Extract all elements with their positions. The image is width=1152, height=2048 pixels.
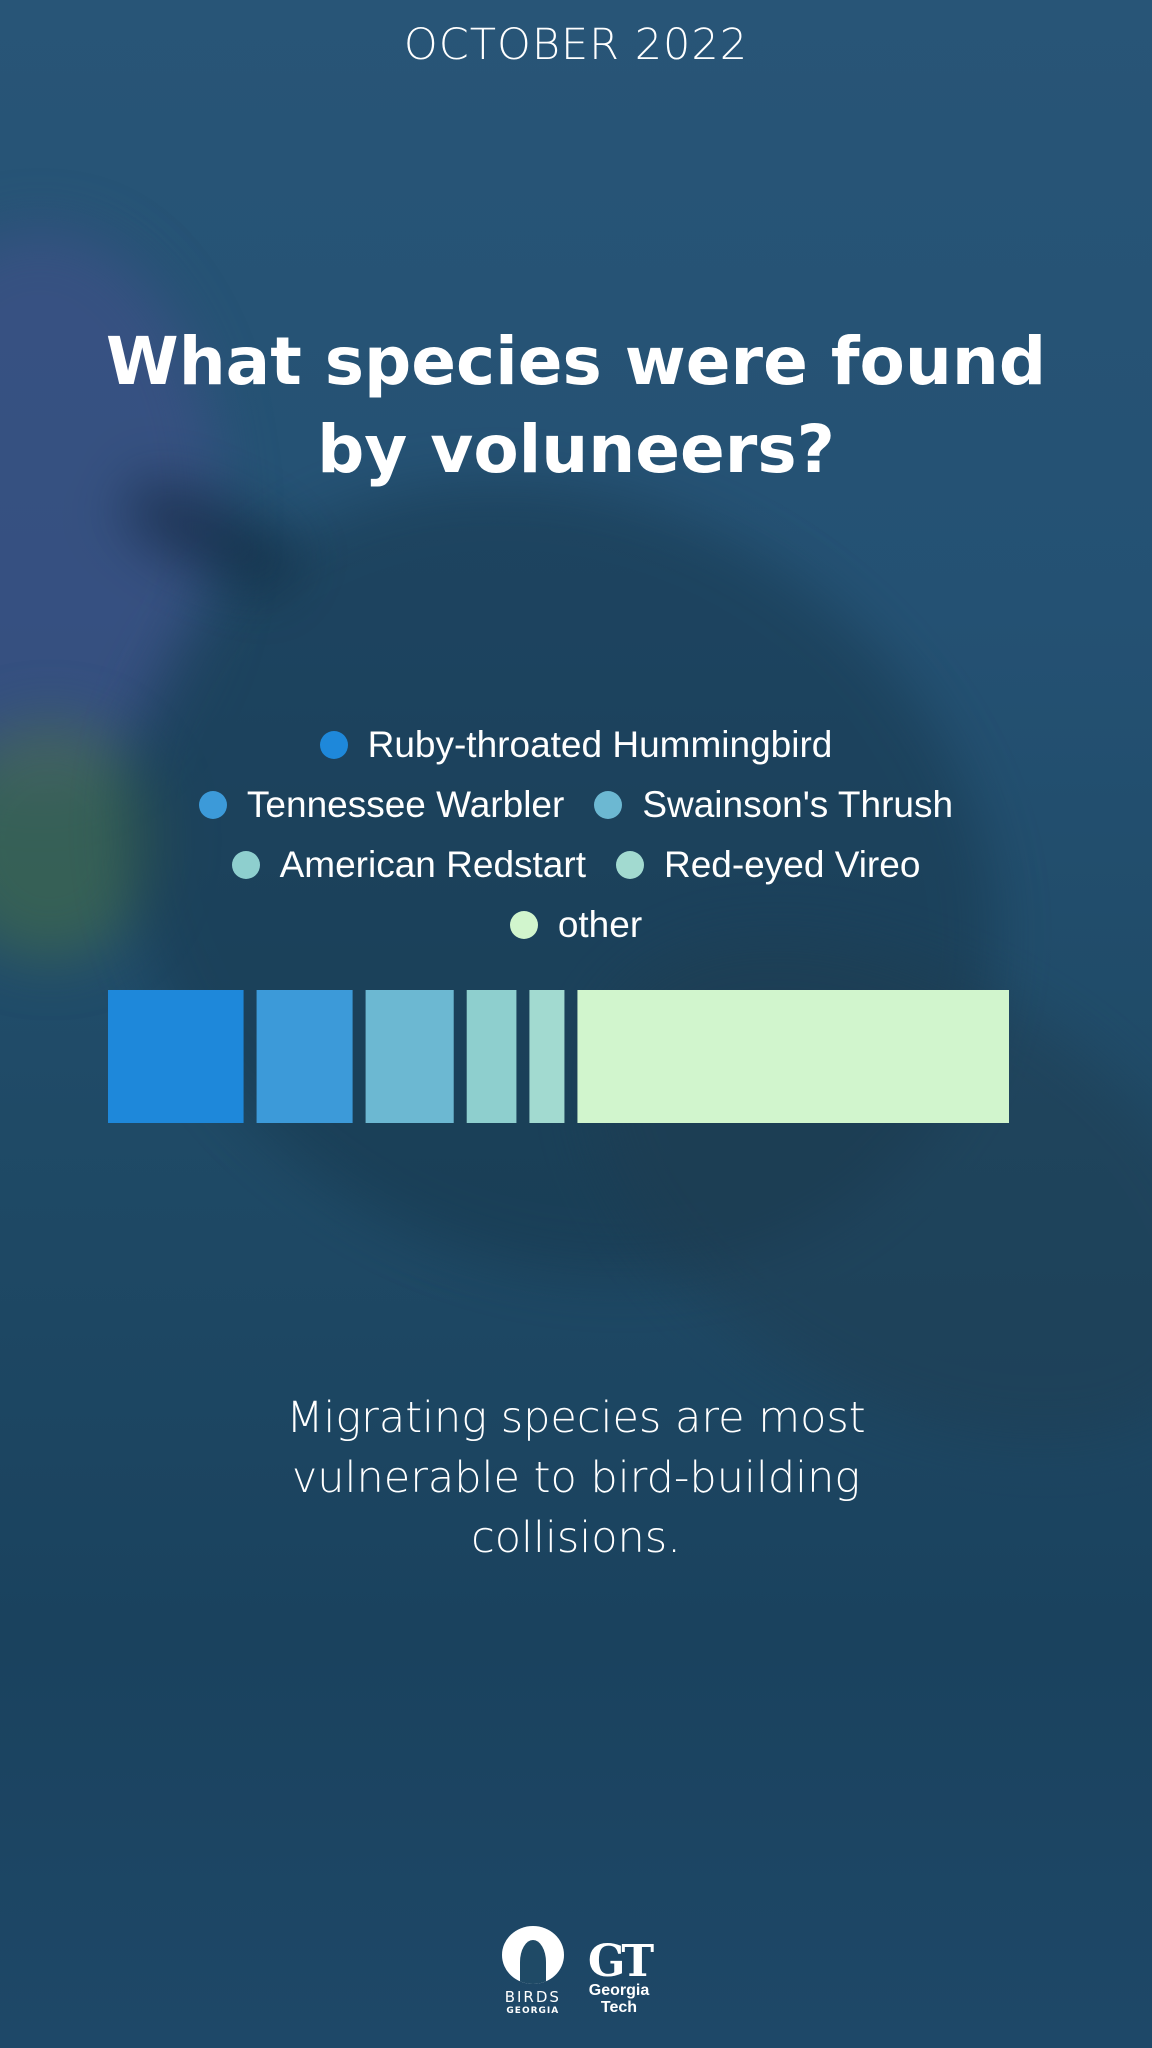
caption: Migrating species are most vulnerable to… (176, 1388, 976, 1568)
title-line-1: What species were found (105, 323, 1047, 400)
gt-line-2: Tech (600, 1999, 638, 2016)
georgia-tech-logo: GT Georgia Tech (587, 1936, 654, 2017)
legend-label: American Redstart (279, 844, 586, 885)
legend-row: Tennessee Warbler Swainson's Thrush (0, 775, 1152, 835)
birds-logo-text: BIRDS (504, 1988, 561, 2006)
legend-label: Swainson's Thrush (642, 784, 954, 825)
bar-segment (577, 990, 1009, 1123)
legend-swatch-icon (198, 791, 227, 819)
page-title: What species were found by voluneers? (76, 318, 1076, 494)
legend-swatch-icon (231, 851, 260, 879)
legend-item: Swainson's Thrush (594, 784, 953, 826)
month-heading: OCTOBER 2022 (403, 20, 749, 70)
caption-line-3: collisions. (471, 1513, 681, 1563)
legend-row: American Redstart Red-eyed Vireo (0, 835, 1152, 895)
bar-segment (466, 990, 517, 1123)
footer-logos: BIRDS GEORGIA GT Georgia Tech (0, 1926, 1152, 2016)
legend-item: American Redstart (231, 844, 586, 886)
chart-legend: Ruby-throated Hummingbird Tennessee Warbl… (0, 715, 1152, 955)
bar-segment (529, 990, 565, 1123)
legend-item: Tennessee Warbler (198, 784, 565, 826)
legend-label: Ruby-throated Hummingbird (367, 724, 833, 765)
gt-line-1: Georgia (588, 1982, 650, 1999)
legend-row: other (0, 895, 1152, 955)
legend-label: Red-eyed Vireo (663, 844, 921, 885)
legend-label: Tennessee Warbler (246, 784, 565, 825)
caption-line-1: Migrating species are most (286, 1393, 866, 1443)
legend-label: other (557, 904, 643, 945)
legend-swatch-icon (509, 911, 538, 939)
bar-segment (108, 990, 244, 1123)
bar-segment (365, 990, 454, 1123)
legend-row: Ruby-throated Hummingbird (0, 715, 1152, 775)
legend-item: Red-eyed Vireo (615, 844, 921, 886)
birds-georgia-logo: BIRDS GEORGIA (501, 1926, 564, 2016)
title-line-2: by voluneers? (317, 411, 835, 488)
caption-line-2: vulnerable to bird-building (291, 1453, 861, 1503)
legend-swatch-icon (319, 731, 348, 759)
legend-item: Ruby-throated Hummingbird (319, 724, 833, 766)
legend-item: other (509, 904, 643, 946)
stacked-bar-svg (108, 990, 1009, 1123)
birds-logo-subtext: GEORGIA (506, 2006, 560, 2016)
gt-monogram: GT (587, 1936, 654, 1987)
legend-swatch-icon (594, 791, 623, 819)
bar-segment (256, 990, 353, 1123)
stacked-bar-chart (108, 990, 1009, 1123)
bird-head-icon (501, 1926, 564, 1984)
legend-swatch-icon (615, 851, 644, 879)
